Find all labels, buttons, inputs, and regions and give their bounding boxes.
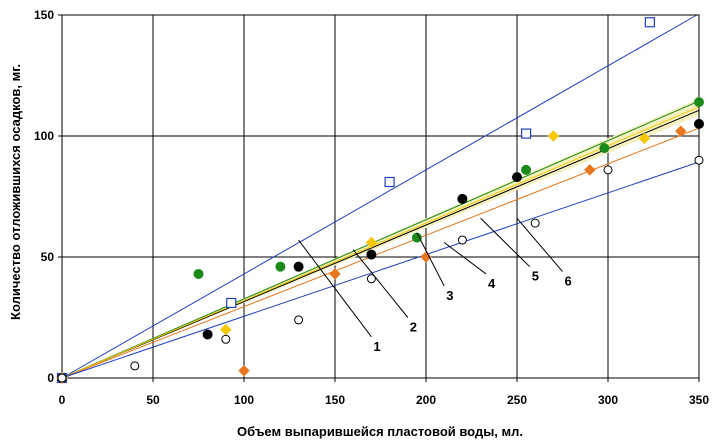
x-tick-label: 300: [598, 393, 618, 407]
callout-line-6: [516, 217, 563, 272]
data-point-series-3: [457, 193, 468, 204]
callout-label-6: 6: [565, 274, 572, 289]
y-tick-label: 100: [34, 129, 54, 143]
data-point-series-4: [638, 132, 651, 145]
data-point-series-3: [293, 261, 304, 272]
y-tick-label: 50: [41, 250, 55, 264]
trendline-4: [61, 106, 700, 379]
data-point-series-2: [599, 143, 610, 154]
y-tick-label: 0: [47, 371, 54, 385]
data-point-series-4: [547, 130, 560, 142]
data-point-series-6: [57, 373, 67, 383]
data-point-series-3: [694, 118, 704, 129]
x-tick-label: 250: [507, 393, 527, 407]
data-point-series-2: [275, 261, 286, 272]
data-point-series-6: [457, 235, 467, 245]
data-point-series-5: [329, 268, 341, 280]
data-point-series-2: [694, 97, 704, 108]
data-point-series-5: [238, 365, 250, 377]
data-point-series-1: [520, 128, 532, 139]
callout-line-5: [480, 217, 531, 268]
data-point-series-6: [530, 218, 540, 228]
trendlines: [61, 14, 700, 379]
data-point-series-4: [365, 236, 378, 249]
callout-line-4: [443, 242, 487, 275]
callout-label-3: 3: [446, 288, 453, 303]
confidence-band: [62, 98, 699, 379]
x-tick-label: 100: [234, 393, 254, 407]
trendline-2: [61, 100, 700, 379]
x-tick-label: 150: [325, 393, 345, 407]
callout-line-1: [298, 239, 372, 338]
data-point-series-1: [644, 17, 655, 28]
trend-band: [62, 98, 699, 379]
plot-border: [61, 14, 700, 379]
callout-line-3: [416, 232, 445, 287]
trendline-6: [61, 161, 700, 379]
data-point-series-6: [366, 274, 376, 284]
y-tick-label: 150: [34, 8, 54, 22]
x-axis-title: Объем выпарившейся пластовой воды, мл.: [237, 424, 523, 439]
data-point-series-3: [366, 249, 377, 260]
data-point-series-6: [221, 334, 231, 344]
data-point-series-3: [202, 329, 213, 340]
data-point-series-3: [512, 172, 522, 183]
data-point-series-2: [411, 232, 422, 243]
callout-label-4: 4: [488, 276, 496, 291]
data-point-series-4: [220, 323, 232, 336]
data-point-series-1: [226, 297, 237, 309]
trendline-1: [61, 14, 698, 379]
tick-labels: 0 50 100 150 200 250 300 350 0 50 100 150: [34, 8, 709, 407]
callout-label-5: 5: [532, 269, 539, 284]
plot-frame: [58, 14, 700, 382]
data-point-series-6: [130, 361, 140, 371]
data-point-series-2: [193, 268, 204, 279]
data-point-series-5: [675, 125, 687, 137]
callout-label-1: 1: [373, 339, 380, 354]
x-tick-label: 200: [416, 393, 436, 407]
data-point-series-5: [584, 164, 596, 176]
callout-label-2: 2: [410, 320, 417, 335]
data-point-series-6: [294, 315, 304, 325]
data-point-series-6: [603, 165, 613, 175]
callouts: 1 2 3 4 5 6: [298, 217, 572, 354]
data-point-series-1: [384, 176, 395, 188]
data-points: [56, 17, 704, 384]
trendline-3: [61, 109, 700, 379]
data-point-series-6: [694, 155, 704, 165]
x-tick-label: 50: [146, 393, 160, 407]
x-tick-label: 350: [689, 393, 709, 407]
y-axis-title: Количество отложившихся осадков, мг.: [8, 64, 23, 320]
data-point-series-2: [521, 164, 532, 175]
callout-line-2: [352, 249, 409, 318]
x-tick-label: 0: [59, 393, 66, 407]
